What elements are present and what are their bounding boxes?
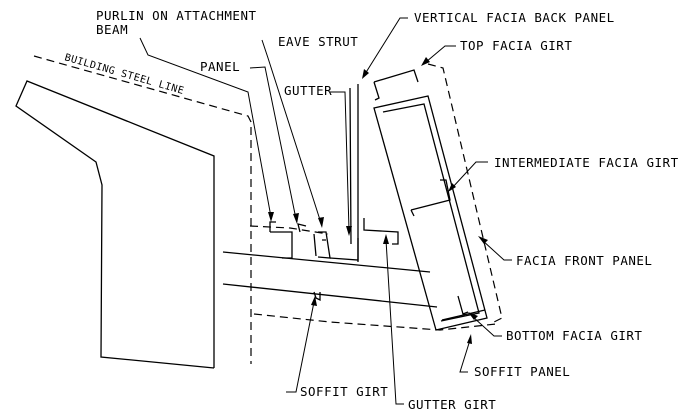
bottom-facia-girt-leader xyxy=(471,315,502,337)
purlin-label-line2: BEAM xyxy=(96,22,128,37)
roof-panel xyxy=(249,225,329,235)
building-steel-line xyxy=(33,55,252,364)
soffit-girt xyxy=(313,291,321,302)
rafter-line-upper xyxy=(222,251,431,273)
purlin xyxy=(269,221,293,259)
facia-front-panel xyxy=(427,63,503,323)
eave-strut-leader xyxy=(261,39,322,224)
bottom-facia-girt xyxy=(441,295,486,321)
gutter-girt-leader xyxy=(385,239,404,405)
soffit-panel xyxy=(253,313,497,331)
purlin-leader xyxy=(139,37,272,218)
rafter-line-lower xyxy=(222,283,438,308)
gutter-girt xyxy=(363,218,399,245)
panel-clip xyxy=(297,223,307,233)
top-facia-girt xyxy=(373,69,419,101)
soffit-panel-label: SOFFIT PANEL xyxy=(474,364,570,379)
facia-front-panel-leader xyxy=(481,239,512,261)
eave-strut-label: EAVE STRUT xyxy=(278,34,358,49)
gutter xyxy=(329,87,359,261)
gutter-label: GUTTER xyxy=(284,83,332,98)
building-steel-line-label: BUILDING STEEL LINE xyxy=(63,52,185,97)
intermediate-facia-girt-label: INTERMEDIATE FACIA GIRT xyxy=(494,155,679,170)
facia-frame-outer xyxy=(373,95,488,331)
soffit-girt-label: SOFFIT GIRT xyxy=(300,384,388,399)
facia-frame-inner xyxy=(382,103,480,322)
top-facia-girt-label: TOP FACIA GIRT xyxy=(460,38,572,53)
intermediate-facia-girt-leader xyxy=(451,161,488,189)
vertical-facia-back-panel-leader xyxy=(364,17,408,75)
eave-strut xyxy=(313,231,331,259)
soffit-girt-leader xyxy=(286,301,315,393)
purlin-label-line1: PURLIN ON ATTACHMENT xyxy=(96,8,257,23)
top-facia-girt-leader xyxy=(425,45,456,63)
panel-leader xyxy=(249,66,297,220)
intermediate-facia-girt xyxy=(410,179,451,217)
vertical-facia-back-panel-label: VERTICAL FACIA BACK PANEL xyxy=(414,10,615,25)
gutter-girt-label: GUTTER GIRT xyxy=(408,397,496,412)
bottom-facia-girt-label: BOTTOM FACIA GIRT xyxy=(506,328,642,343)
soffit-panel-leader xyxy=(459,339,471,373)
column-outline xyxy=(15,80,215,369)
gutter-leader xyxy=(330,91,350,231)
panel-label: PANEL xyxy=(200,59,240,74)
facia-front-panel-label: FACIA FRONT PANEL xyxy=(516,253,652,268)
